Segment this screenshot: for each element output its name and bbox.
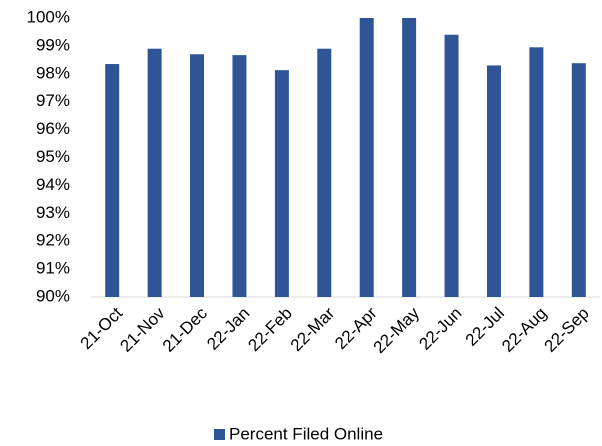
bar xyxy=(486,65,501,298)
x-tick-label: 22-Mar xyxy=(287,303,339,355)
bar xyxy=(105,64,120,297)
bar xyxy=(571,63,586,298)
legend-swatch xyxy=(214,429,225,440)
bar xyxy=(359,18,374,297)
x-tick-label: 22-Sep xyxy=(541,304,593,356)
x-tick-label: 22-Aug xyxy=(498,304,550,356)
bar xyxy=(444,34,459,298)
bar xyxy=(232,55,247,298)
y-tick-label: 92% xyxy=(36,231,70,250)
x-tick-label: 22-May xyxy=(370,303,424,357)
x-tick-label: 22-Feb xyxy=(244,304,296,356)
y-tick-label: 95% xyxy=(36,147,70,166)
x-tick-label: 22-Jan xyxy=(203,304,253,354)
x-tick-label: 22-Jun xyxy=(415,304,465,354)
y-tick-label: 99% xyxy=(36,35,70,54)
y-tick-label: 93% xyxy=(36,203,70,222)
bar xyxy=(317,48,332,297)
bar xyxy=(402,18,417,297)
y-tick-label: 90% xyxy=(36,286,70,305)
legend-label: Percent Filed Online xyxy=(229,424,383,443)
y-tick-label: 96% xyxy=(36,119,70,138)
bar xyxy=(529,47,544,297)
x-tick-label: 21-Dec xyxy=(159,303,212,356)
y-tick-label: 97% xyxy=(36,91,70,110)
bar xyxy=(274,70,289,297)
x-tick-label: 21-Nov xyxy=(116,303,169,356)
y-tick-label: 94% xyxy=(36,175,70,194)
bar xyxy=(190,54,205,297)
y-tick-label: 91% xyxy=(36,259,70,278)
y-tick-label: 98% xyxy=(36,63,70,82)
y-tick-label: 100% xyxy=(27,7,70,26)
bar xyxy=(147,48,162,297)
